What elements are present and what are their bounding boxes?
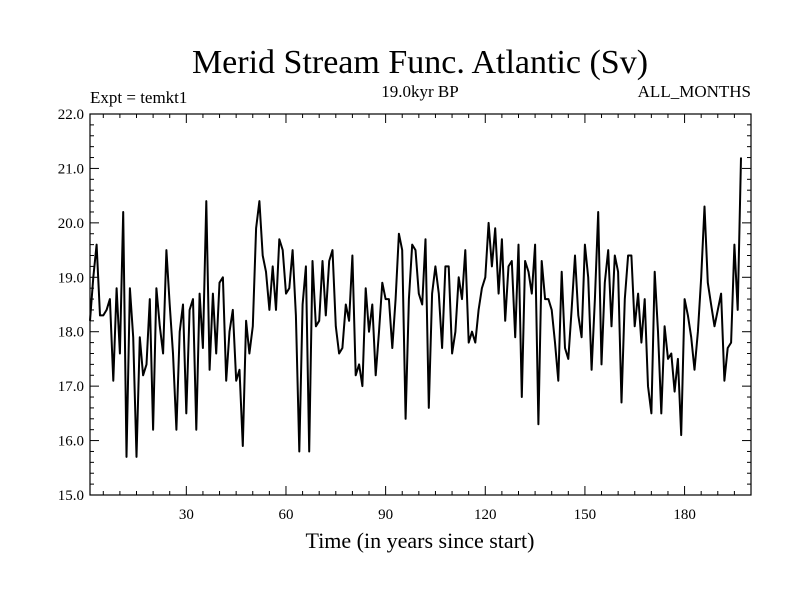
y-tick-label: 17.0 bbox=[58, 379, 84, 395]
x-tick-label: 30 bbox=[179, 507, 194, 523]
chart-subtitle-right: ALL_MONTHS bbox=[638, 82, 751, 101]
x-tick-label: 150 bbox=[574, 507, 597, 523]
plot-frame bbox=[89, 113, 752, 496]
tick-labels: 15.0 16.0 17.0 18.0 19.0 20.0 21.0 22.0 30 60 90 12… bbox=[58, 107, 696, 523]
y-tick-label: 15.0 bbox=[58, 488, 84, 504]
y-tick-label: 16.0 bbox=[58, 434, 84, 450]
axis-ticks bbox=[90, 113, 751, 496]
x-tick-label: 180 bbox=[673, 507, 696, 523]
x-tick-label: 60 bbox=[278, 507, 293, 523]
y-tick-label: 18.0 bbox=[58, 325, 84, 341]
y-tick-label: 20.0 bbox=[58, 216, 84, 232]
series-layer bbox=[89, 157, 742, 458]
y-tick-label: 22.0 bbox=[58, 107, 84, 123]
x-tick-label: 120 bbox=[474, 507, 497, 523]
y-tick-label: 19.0 bbox=[58, 270, 84, 286]
series-line bbox=[89, 157, 742, 458]
chart-subtitle-center: 19.0kyr BP bbox=[381, 82, 458, 101]
x-tick-label: 90 bbox=[378, 507, 393, 523]
chart-title: Merid Stream Func. Atlantic (Sv) bbox=[192, 44, 648, 81]
chart-subtitle-left: Expt = temkt1 bbox=[90, 88, 187, 107]
x-axis-label: Time (in years since start) bbox=[306, 528, 535, 553]
y-tick-label: 21.0 bbox=[58, 161, 84, 177]
